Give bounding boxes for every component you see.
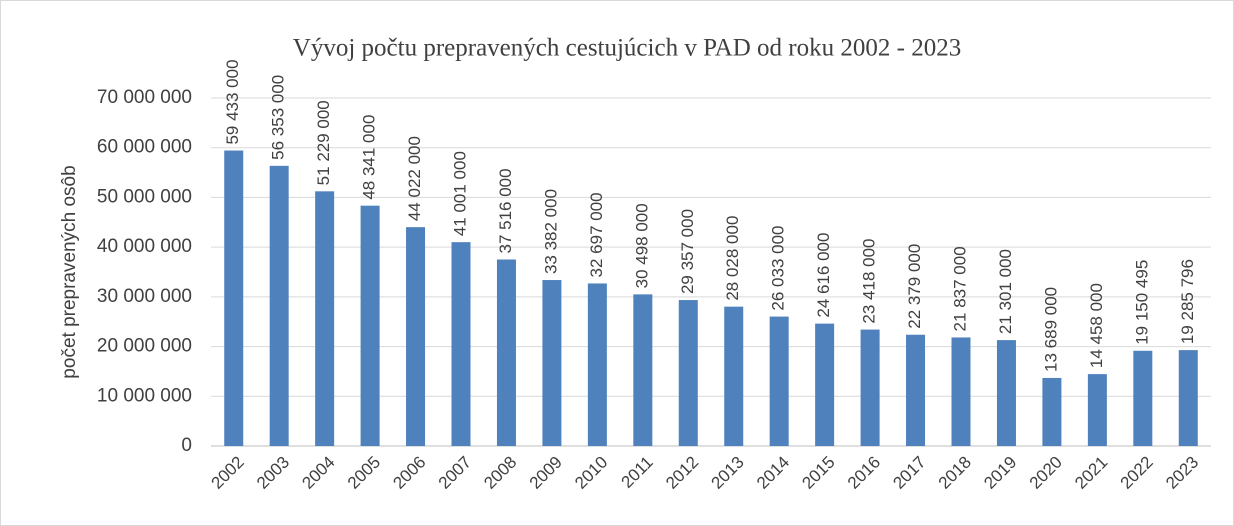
bar (542, 280, 562, 446)
value-label: 13 689 000 (1041, 287, 1060, 372)
bar (951, 337, 971, 446)
value-label: 19 285 796 (1178, 259, 1197, 344)
bar (1178, 350, 1198, 446)
value-label: 59 433 000 (223, 59, 242, 144)
value-label: 33 382 000 (541, 189, 560, 274)
bar (360, 205, 380, 446)
value-label: 26 033 000 (769, 225, 788, 310)
value-label: 19 150 495 (1132, 260, 1151, 345)
value-label: 30 498 000 (632, 203, 651, 288)
bar (406, 227, 426, 446)
bar (769, 316, 789, 446)
bar (315, 191, 335, 446)
y-tick-label: 10 000 000 (97, 385, 192, 406)
y-tick-label: 60 000 000 (97, 137, 192, 158)
y-tick-label: 50 000 000 (97, 186, 192, 207)
y-tick-label: 0 (181, 435, 192, 456)
bar (678, 300, 698, 446)
value-label: 21 837 000 (950, 246, 969, 331)
bar (451, 242, 471, 446)
bar (496, 259, 516, 446)
bar (1087, 374, 1107, 446)
value-label: 24 616 000 (814, 233, 833, 318)
bar (1133, 350, 1153, 446)
chart-title: Vývoj počtu prepravených cestujúcich v P… (293, 35, 961, 62)
value-label: 51 229 000 (314, 100, 333, 185)
value-label: 37 516 000 (496, 168, 515, 253)
y-tick-label: 20 000 000 (97, 336, 192, 357)
value-label: 56 353 000 (269, 75, 288, 160)
value-label: 29 357 000 (678, 209, 697, 294)
value-label: 28 028 000 (723, 216, 742, 301)
bar (1042, 377, 1062, 446)
bar (587, 283, 607, 446)
value-label: 14 458 000 (1087, 283, 1106, 368)
bar (996, 340, 1016, 446)
y-tick-label: 30 000 000 (97, 286, 192, 307)
y-tick-label: 40 000 000 (97, 236, 192, 257)
bar (860, 329, 880, 446)
value-label: 41 001 000 (450, 151, 469, 236)
y-tick-label: 70 000 000 (97, 87, 192, 108)
value-label: 48 341 000 (360, 115, 379, 200)
value-label: 32 697 000 (587, 192, 606, 277)
value-label: 21 301 000 (996, 249, 1015, 334)
bar (269, 165, 289, 446)
bar (633, 294, 653, 446)
value-label: 23 418 000 (860, 238, 879, 323)
y-axis-label: počet prepravených osôb (59, 165, 80, 378)
bar (815, 323, 835, 446)
bar (724, 306, 744, 446)
bar (224, 150, 244, 446)
value-label: 44 022 000 (405, 136, 424, 221)
value-label: 22 379 000 (905, 244, 924, 329)
bar (906, 334, 926, 446)
